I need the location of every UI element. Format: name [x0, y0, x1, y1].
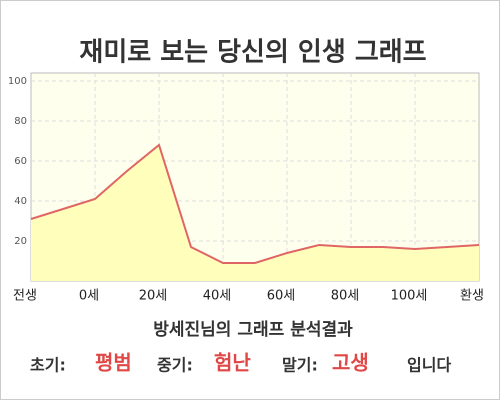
y-tick-label: 20	[14, 236, 27, 247]
x-tick-label: 전생	[13, 289, 37, 304]
y-tick-label: 40	[14, 196, 27, 207]
analysis-heading: 방세진님의 그래프 분석결과	[153, 320, 353, 340]
x-tick-label: 40세	[203, 289, 232, 304]
early-result: 평범	[95, 351, 132, 375]
y-tick-label: 60	[14, 156, 27, 167]
x-tick-label: 80세	[331, 289, 360, 304]
early-label: 초기:	[30, 356, 66, 375]
middle-result: 험난	[214, 351, 251, 375]
x-tick-label: 100세	[391, 289, 428, 304]
line	[30, 143, 480, 264]
chart-title: 재미로 보는 당신의 인생 그래프	[79, 38, 426, 68]
middle-label: 중기:	[157, 356, 193, 375]
x-tick-label: 0세	[79, 289, 99, 304]
x-tick-label: 60세	[267, 289, 296, 304]
y-tick-label: 100	[8, 76, 27, 87]
late-label: 말기:	[282, 356, 318, 375]
x-tick-label: 20세	[139, 289, 168, 304]
y-tick-label: 80	[14, 116, 27, 127]
x-tick-label: 환생	[460, 289, 484, 304]
late-result: 고생	[332, 351, 369, 375]
ending: 입니다	[407, 356, 451, 375]
